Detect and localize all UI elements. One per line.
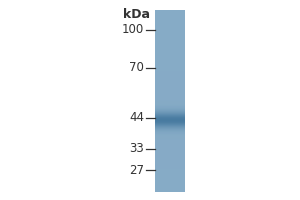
Text: 44: 44 <box>129 111 144 124</box>
Text: 70: 70 <box>129 61 144 74</box>
Text: 100: 100 <box>122 23 144 36</box>
Text: kDa: kDa <box>123 8 150 21</box>
Text: 27: 27 <box>129 164 144 177</box>
Text: 33: 33 <box>129 142 144 155</box>
